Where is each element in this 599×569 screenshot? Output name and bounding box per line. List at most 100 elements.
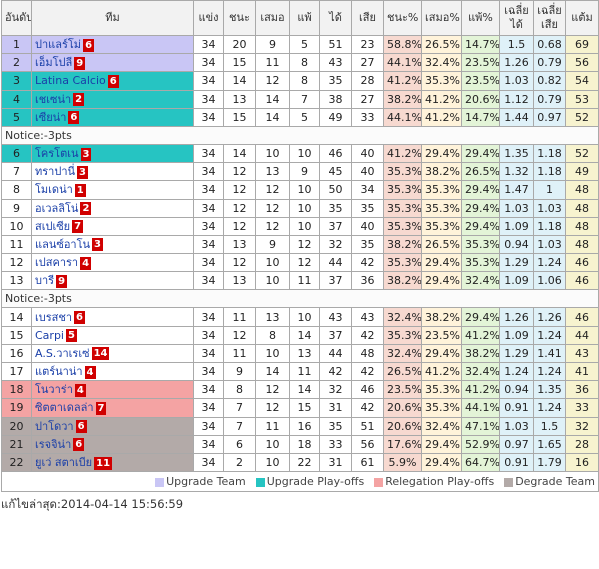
draw-pct-cell: 29.4% (421, 271, 462, 291)
legend-swatch (374, 477, 384, 487)
lost-cell: 5 (289, 34, 320, 55)
avg-for-cell: 1.29 (499, 343, 534, 364)
win-pct-cell: 32.4% (383, 343, 422, 364)
cards-badge: 2 (80, 202, 92, 216)
team-link[interactable]: บารี (35, 274, 55, 288)
cards-badge: 3 (77, 165, 88, 179)
won-cell: 6 (223, 434, 256, 454)
table-row: 22 ยูเว่ สตาเบีย 11 34 2 10 22 31 61 5.9% 29.4% 64.… (1, 452, 599, 473)
team-link[interactable]: แลนซ์อาโน (35, 237, 91, 251)
team-link[interactable]: เรจจิน่า (35, 437, 72, 451)
team-link[interactable]: เปสคารา (35, 256, 79, 270)
cards-badge: 7 (95, 401, 107, 415)
header-won: ชนะ (223, 0, 256, 36)
win-pct-cell: 38.2% (383, 234, 422, 255)
draw-pct-cell: 29.4% (421, 434, 462, 454)
table-row: 19 ซิตตาเดลล่า 7 34 7 12 15 31 42 20.6% 35.3% 44.1%… (1, 398, 599, 418)
goals-against-cell: 35 (351, 198, 384, 218)
goals-against-cell: 61 (351, 452, 384, 473)
loss-pct-cell: 35.3% (461, 253, 500, 273)
loss-pct-cell: 38.2% (461, 343, 500, 364)
team-link[interactable]: โครโตเน (35, 147, 79, 161)
points-cell: 48 (565, 198, 599, 218)
legend-swatch (255, 477, 265, 487)
avg-against-cell: 1.26 (533, 307, 566, 327)
lost-cell: 5 (289, 107, 320, 127)
win-pct-cell: 20.6% (383, 398, 422, 418)
header-lost: แพ้ (289, 0, 320, 36)
win-pct-cell: 23.5% (383, 380, 422, 400)
drawn-cell: 14 (255, 89, 290, 109)
team-link[interactable]: ปาแลร์โม่ (35, 38, 82, 52)
team-link[interactable]: สเปเซีย (35, 219, 71, 233)
team-link[interactable]: เชเซน่า (35, 92, 72, 106)
table-row: 14 เบรสชา 6 34 11 13 10 43 43 32.4% 38.2% 29.4% 1.26… (1, 307, 599, 327)
rank-cell: 20 (1, 416, 32, 436)
played-cell: 34 (193, 198, 224, 218)
win-pct-cell: 17.6% (383, 434, 422, 454)
team-link[interactable]: ยูเว่ สตาเบีย (35, 456, 93, 470)
team-link[interactable]: โนวาร่า (35, 383, 73, 397)
team-cell: เรจจิน่า 6 (31, 434, 194, 454)
won-cell: 14 (223, 71, 256, 91)
goals-against-cell: 40 (351, 143, 384, 164)
team-link[interactable]: อเวลลิโน่ (35, 201, 79, 215)
points-cell: 56 (565, 53, 599, 73)
team-cell: ปาโดวา 6 (31, 416, 194, 436)
team-link[interactable]: ปาโดวา (35, 419, 74, 433)
rank-cell: 3 (1, 71, 32, 91)
draw-pct-cell: 32.4% (421, 416, 462, 436)
lost-cell: 11 (289, 271, 320, 291)
team-link[interactable]: A.S.วาเรเซ่ (35, 346, 90, 360)
draw-pct-cell: 38.2% (421, 307, 462, 327)
rank-cell: 22 (1, 452, 32, 473)
won-cell: 12 (223, 216, 256, 236)
lost-cell: 10 (289, 307, 320, 327)
loss-pct-cell: 14.7% (461, 107, 500, 127)
points-cell: 36 (565, 380, 599, 400)
team-link[interactable]: Latina Calcio (35, 74, 106, 88)
header-win-pct: ชนะ% (383, 0, 422, 36)
goals-against-cell: 46 (351, 380, 384, 400)
loss-pct-cell: 32.4% (461, 361, 500, 382)
table-row: 13 บารี 9 34 13 10 11 37 36 38.2% 29.4% 32.4% 1.09 1.… (1, 271, 599, 291)
goals-against-cell: 56 (351, 434, 384, 454)
cards-badge: 4 (80, 256, 92, 270)
goals-for-cell: 46 (319, 143, 352, 164)
win-pct-cell: 35.3% (383, 162, 422, 182)
drawn-cell: 10 (255, 253, 290, 273)
cards-badge: 3 (92, 238, 103, 252)
played-cell: 34 (193, 216, 224, 236)
goals-against-cell: 51 (351, 416, 384, 436)
played-cell: 34 (193, 89, 224, 109)
cards-badge: 6 (107, 74, 119, 88)
team-link[interactable]: Carpi (35, 328, 64, 342)
goals-for-cell: 42 (319, 361, 352, 382)
points-cell: 49 (565, 162, 599, 182)
played-cell: 34 (193, 180, 224, 200)
header-loss-pct: แพ้% (461, 0, 500, 36)
draw-pct-cell: 29.4% (421, 452, 462, 473)
team-link[interactable]: เซียน่า (35, 110, 67, 124)
played-cell: 34 (193, 271, 224, 291)
goals-for-cell: 38 (319, 89, 352, 109)
team-link[interactable]: โมเดน่า (35, 183, 73, 197)
team-link[interactable]: แตร์นาน่า (35, 365, 83, 379)
team-link[interactable]: ซิตตาเดลล่า (35, 401, 94, 415)
team-link[interactable]: ทราปานี่ (35, 165, 76, 179)
goals-against-cell: 35 (351, 234, 384, 255)
drawn-cell: 12 (255, 380, 290, 400)
goals-for-cell: 43 (319, 53, 352, 73)
avg-against-cell: 0.97 (533, 107, 566, 127)
points-cell: 33 (565, 398, 599, 418)
loss-pct-cell: 41.2% (461, 325, 500, 345)
legend-label: Upgrade Team (166, 475, 246, 489)
team-link[interactable]: เบรสชา (35, 310, 73, 324)
avg-for-cell: 1.09 (499, 325, 534, 345)
played-cell: 34 (193, 380, 224, 400)
header-draw-pct: เสมอ% (421, 0, 462, 36)
played-cell: 34 (193, 434, 224, 454)
team-link[interactable]: เอ็มโปลี (35, 56, 73, 70)
draw-pct-cell: 26.5% (421, 234, 462, 255)
lost-cell: 12 (289, 234, 320, 255)
